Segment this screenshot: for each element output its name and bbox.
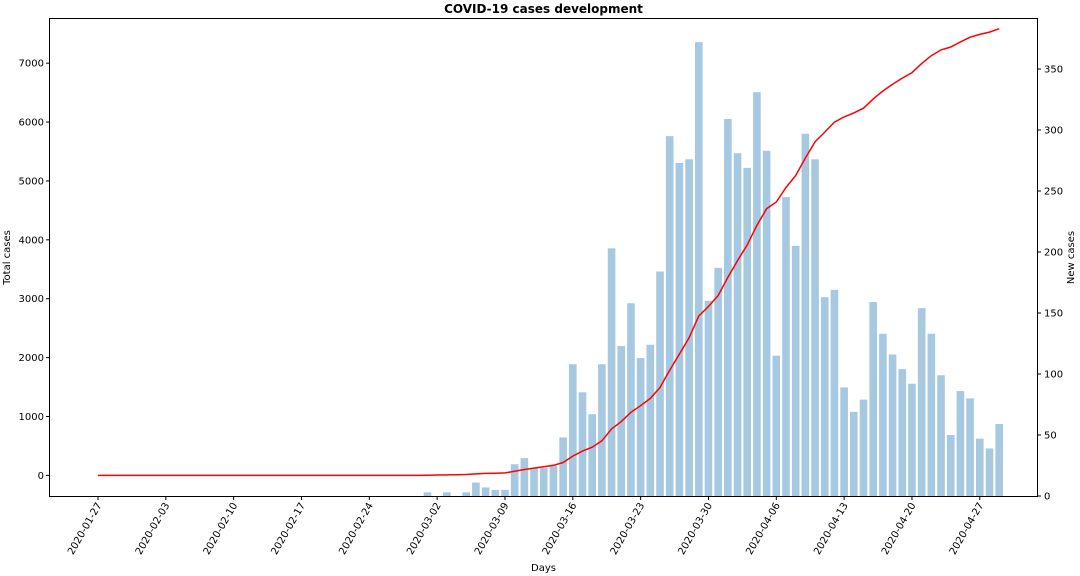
- y-right-tick-label: 350: [1044, 65, 1063, 76]
- y-axis-right: 0 50 100 150 200 250 300 350: [1037, 65, 1063, 503]
- bar: [520, 458, 529, 496]
- bar: [530, 467, 538, 496]
- chart-title: COVID-19 cases development: [444, 2, 643, 16]
- bar: [443, 492, 451, 496]
- bar: [850, 411, 858, 496]
- bar: [869, 302, 877, 496]
- bar: [423, 492, 432, 496]
- bar: [966, 398, 974, 496]
- bar: [539, 467, 548, 496]
- bar: [859, 399, 868, 496]
- x-axis-title: Days: [531, 563, 556, 574]
- bar: [462, 492, 471, 496]
- bar: [588, 414, 596, 496]
- bar: [743, 167, 752, 497]
- bar: [762, 150, 771, 497]
- bar: [733, 153, 742, 496]
- bar: [549, 465, 558, 496]
- x-tick-label: 2020-04-06: [744, 501, 783, 557]
- y-right-tick-label: 100: [1044, 370, 1063, 381]
- bar: [578, 392, 587, 496]
- bar: [472, 482, 480, 496]
- x-tick-label: 2020-01-27: [66, 501, 105, 557]
- y-axis-left-title: Total cases: [2, 230, 13, 286]
- y-right-tick-label: 250: [1044, 187, 1063, 198]
- bar: [646, 344, 655, 496]
- total-cases-line: [98, 27, 1000, 477]
- bar: [598, 364, 606, 496]
- y-right-tick-label: 0: [1044, 492, 1050, 503]
- y-axis-left: 0 1000 2000 3000 4000 5000 6000 7000: [19, 59, 50, 482]
- bar: [607, 248, 616, 496]
- x-tick-label: 2020-04-27: [948, 501, 987, 557]
- y-left-tick-label: 4000: [19, 235, 44, 246]
- bar: [559, 437, 567, 496]
- bar: [491, 489, 500, 496]
- bar: [995, 424, 1003, 496]
- x-tick-label: 2020-04-20: [880, 501, 919, 557]
- bar: [975, 438, 984, 496]
- line-series: [98, 27, 1000, 477]
- y-left-tick-label: 2000: [19, 353, 44, 364]
- y-left-tick-label: 1000: [19, 412, 44, 423]
- bar: [830, 289, 839, 496]
- bar: [675, 162, 684, 496]
- bar: [753, 92, 761, 496]
- y-right-tick-label: 50: [1044, 431, 1057, 442]
- bar: [985, 448, 994, 496]
- x-tick-label: 2020-03-30: [676, 501, 715, 557]
- bar: [820, 297, 829, 496]
- y-left-tick-label: 5000: [19, 176, 44, 187]
- x-axis: 2020-01-27 2020-02-03 2020-02-10 2020-02-17…: [66, 496, 986, 557]
- bar: [501, 489, 509, 496]
- bar: [811, 159, 819, 496]
- bar: [656, 271, 664, 496]
- bar: [704, 300, 713, 496]
- bar: [714, 267, 722, 496]
- y-axis-right-title: New cases: [1066, 231, 1077, 284]
- bar: [937, 375, 945, 496]
- bar: [917, 308, 926, 496]
- x-tick-label: 2020-02-03: [134, 501, 173, 557]
- x-tick-label: 2020-03-09: [473, 501, 512, 557]
- bar: [569, 364, 577, 496]
- y-left-tick-label: 6000: [19, 118, 44, 129]
- bar: [772, 355, 781, 496]
- bar: [510, 464, 519, 496]
- x-tick-label: 2020-03-02: [405, 501, 444, 557]
- y-left-tick-label: 0: [38, 471, 44, 482]
- y-right-tick-label: 300: [1044, 126, 1063, 137]
- bar: [956, 391, 965, 496]
- bar: [481, 487, 490, 496]
- bar: [946, 435, 955, 496]
- bar: [927, 333, 936, 496]
- x-tick-label: 2020-03-16: [541, 501, 580, 557]
- x-tick-label: 2020-04-13: [812, 501, 851, 557]
- plot-frame: [49, 18, 1038, 497]
- bar: [627, 303, 635, 496]
- y-left-tick-label: 3000: [19, 294, 44, 305]
- x-tick-label: 2020-03-23: [609, 501, 648, 557]
- x-tick-label: 2020-02-17: [269, 501, 308, 557]
- bar: [724, 119, 732, 497]
- bar: [791, 245, 800, 496]
- bar: [665, 136, 674, 496]
- bar: [801, 133, 810, 497]
- y-right-tick-label: 200: [1044, 248, 1063, 259]
- bar: [840, 387, 848, 496]
- bar: [636, 358, 645, 496]
- x-tick-label: 2020-02-24: [337, 501, 376, 557]
- bar: [898, 369, 907, 496]
- x-tick-label: 2020-02-10: [202, 501, 241, 557]
- bar: [879, 333, 887, 496]
- bar: [685, 159, 693, 496]
- bar: [888, 354, 897, 496]
- bar: [694, 42, 703, 497]
- y-left-tick-label: 7000: [19, 59, 44, 70]
- bar: [908, 383, 916, 496]
- bar-series: [423, 42, 1003, 497]
- y-right-tick-label: 150: [1044, 309, 1063, 320]
- bar: [782, 197, 790, 496]
